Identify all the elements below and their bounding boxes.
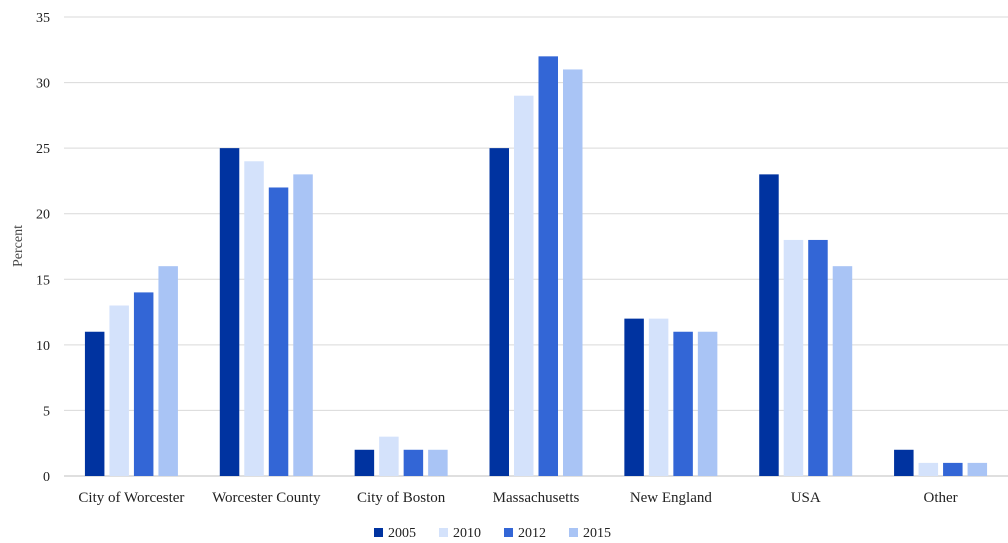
x-category-label: Massachusetts	[493, 490, 580, 506]
bar-2010-4	[648, 318, 669, 476]
bar-2012-6	[943, 462, 963, 476]
y-axis-label: Percent	[11, 225, 26, 267]
y-tick-label: 0	[43, 470, 50, 485]
bar-2015-6	[967, 462, 988, 476]
x-category-label: USA	[791, 490, 821, 506]
bar-2010-1	[244, 161, 264, 476]
y-tick-label: 10	[36, 339, 50, 354]
legend-label: 2005	[388, 526, 416, 541]
x-category-label: Worcester County	[212, 490, 321, 506]
bar-2005-4	[624, 318, 644, 476]
y-tick-label: 35	[36, 11, 50, 26]
bar-2012-1	[268, 187, 289, 476]
y-tick-label: 15	[36, 273, 50, 288]
bar-2012-0	[133, 292, 154, 476]
y-tick-label: 20	[36, 208, 50, 223]
bar-2012-2	[403, 449, 424, 476]
y-tick-label: 25	[36, 142, 50, 157]
legend-swatch-2015	[569, 528, 578, 537]
y-tick-label: 5	[43, 404, 50, 419]
x-category-label: City of Boston	[357, 490, 446, 506]
bar-2015-2	[428, 449, 448, 476]
bar-2015-4	[697, 331, 718, 476]
bar-2010-2	[379, 436, 399, 476]
x-category-label: City of Worcester	[78, 490, 184, 506]
legend-swatch-2012	[504, 528, 513, 537]
legend-label: 2010	[453, 526, 481, 541]
bar-2005-2	[354, 449, 375, 476]
legend-swatch-2005	[374, 528, 383, 537]
gridlines	[64, 16, 1008, 477]
bar-2005-6	[894, 449, 914, 476]
x-category-label: New England	[630, 490, 713, 506]
legend: 2005 2010 2012 2015	[374, 526, 611, 541]
bar-2012-4	[673, 331, 693, 476]
x-category-label: Other	[923, 490, 957, 506]
bar-2015-1	[293, 174, 313, 476]
bar-2015-5	[832, 266, 853, 476]
legend-swatch-2010	[439, 528, 448, 537]
legend-label: 2012	[518, 526, 546, 541]
legend-label: 2015	[583, 526, 611, 541]
bar-2015-0	[158, 266, 178, 476]
bar-2005-5	[759, 174, 779, 476]
bar-2010-6	[918, 462, 939, 476]
bar-2010-3	[514, 95, 534, 476]
bar-2005-3	[489, 148, 509, 476]
bar-2015-3	[563, 69, 583, 476]
bar-2005-0	[84, 331, 105, 476]
bar-2010-0	[109, 305, 129, 476]
bar-2012-3	[538, 56, 558, 476]
bar-2005-1	[219, 148, 240, 476]
x-axis-categories: City of Worcester Worcester County City of…	[78, 490, 957, 506]
y-axis-ticks: 0 5 10 15 20 25 30 35	[36, 11, 50, 485]
bar-2010-5	[783, 239, 804, 476]
y-tick-label: 30	[36, 77, 50, 92]
bars	[84, 56, 988, 476]
bar-2012-5	[808, 239, 828, 476]
